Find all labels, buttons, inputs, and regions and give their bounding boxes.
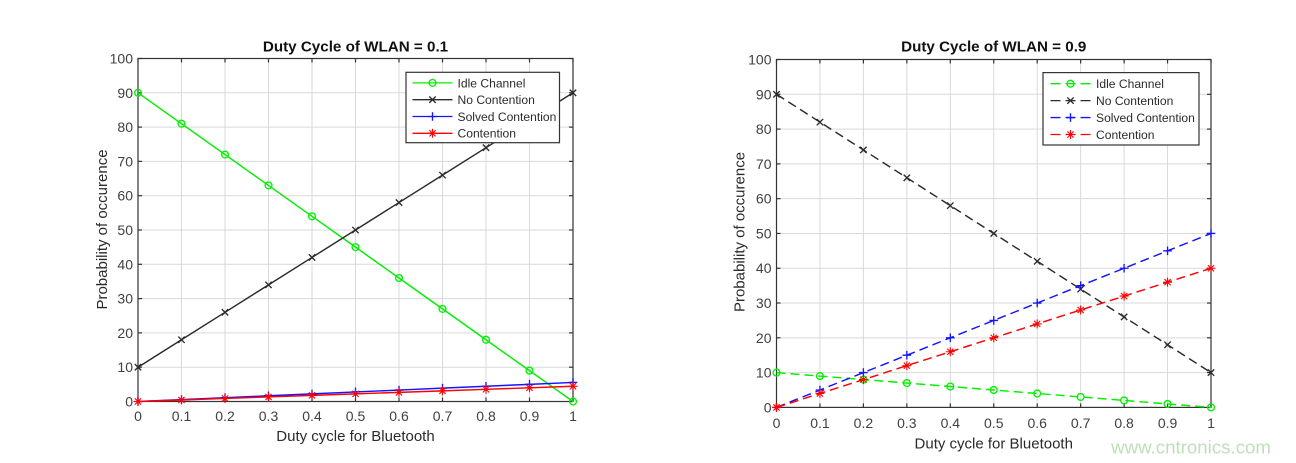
svg-text:10: 10 (117, 359, 133, 375)
svg-text:No Contention: No Contention (458, 93, 535, 107)
svg-text:0.7: 0.7 (1071, 415, 1091, 431)
svg-text:Duty cycle for Bluetooth: Duty cycle for Bluetooth (915, 436, 1073, 453)
svg-text:0.6: 0.6 (389, 408, 409, 424)
svg-text:0.9: 0.9 (520, 408, 540, 424)
svg-text:0.9: 0.9 (1158, 415, 1178, 431)
svg-text:Idle Channel: Idle Channel (458, 76, 526, 90)
svg-text:Solved Contention: Solved Contention (1096, 111, 1195, 125)
svg-text:0: 0 (773, 415, 781, 431)
svg-text:0.2: 0.2 (215, 408, 235, 424)
svg-text:0.1: 0.1 (810, 415, 830, 431)
svg-text:80: 80 (117, 119, 133, 135)
svg-text:30: 30 (117, 291, 133, 307)
svg-text:0.5: 0.5 (984, 415, 1004, 431)
svg-text:70: 70 (756, 156, 772, 172)
svg-text:Duty cycle for Bluetooth: Duty cycle for Bluetooth (276, 428, 434, 445)
svg-text:100: 100 (110, 51, 134, 67)
svg-text:0: 0 (125, 394, 133, 410)
svg-text:0.8: 0.8 (476, 408, 496, 424)
svg-text:0.3: 0.3 (259, 408, 279, 424)
svg-text:1: 1 (1207, 415, 1215, 431)
svg-text:40: 40 (756, 260, 772, 276)
svg-text:0: 0 (764, 399, 772, 415)
svg-text:50: 50 (756, 225, 772, 241)
svg-text:0.3: 0.3 (897, 415, 917, 431)
svg-text:Probability of occurence: Probability of occurence (731, 152, 748, 312)
svg-text:No Contention: No Contention (1096, 94, 1173, 108)
svg-text:0.2: 0.2 (854, 415, 874, 431)
svg-text:Idle Channel: Idle Channel (1096, 77, 1164, 91)
svg-text:0.4: 0.4 (302, 408, 322, 424)
svg-text:20: 20 (756, 330, 772, 346)
svg-text:Probability of occurence: Probability of occurence (94, 149, 111, 309)
svg-text:70: 70 (117, 153, 133, 169)
svg-text:0.1: 0.1 (172, 408, 192, 424)
svg-text:0.6: 0.6 (1027, 415, 1047, 431)
svg-text:1: 1 (569, 408, 577, 424)
svg-text:90: 90 (117, 85, 133, 101)
svg-text:60: 60 (117, 188, 133, 204)
svg-text:30: 30 (756, 295, 772, 311)
svg-text:Duty Cycle of WLAN = 0.1: Duty Cycle of WLAN = 0.1 (263, 38, 449, 55)
svg-text:Solved Contention: Solved Contention (458, 110, 557, 124)
svg-text:10: 10 (756, 365, 772, 381)
svg-text:www.cntronics.com: www.cntronics.com (1110, 437, 1271, 458)
svg-text:0.8: 0.8 (1114, 415, 1134, 431)
svg-text:90: 90 (756, 86, 772, 102)
svg-text:0.7: 0.7 (433, 408, 453, 424)
svg-text:Duty Cycle of WLAN = 0.9: Duty Cycle of WLAN = 0.9 (901, 38, 1086, 55)
svg-text:0.4: 0.4 (941, 415, 961, 431)
svg-text:Contention: Contention (1096, 128, 1155, 142)
svg-text:40: 40 (117, 256, 133, 272)
svg-text:80: 80 (756, 121, 772, 137)
svg-text:50: 50 (117, 222, 133, 238)
svg-text:20: 20 (117, 325, 133, 341)
svg-text:0: 0 (134, 408, 142, 424)
svg-text:0.5: 0.5 (346, 408, 366, 424)
svg-text:60: 60 (756, 191, 772, 207)
svg-text:100: 100 (748, 52, 772, 68)
svg-text:Contention: Contention (458, 127, 517, 141)
